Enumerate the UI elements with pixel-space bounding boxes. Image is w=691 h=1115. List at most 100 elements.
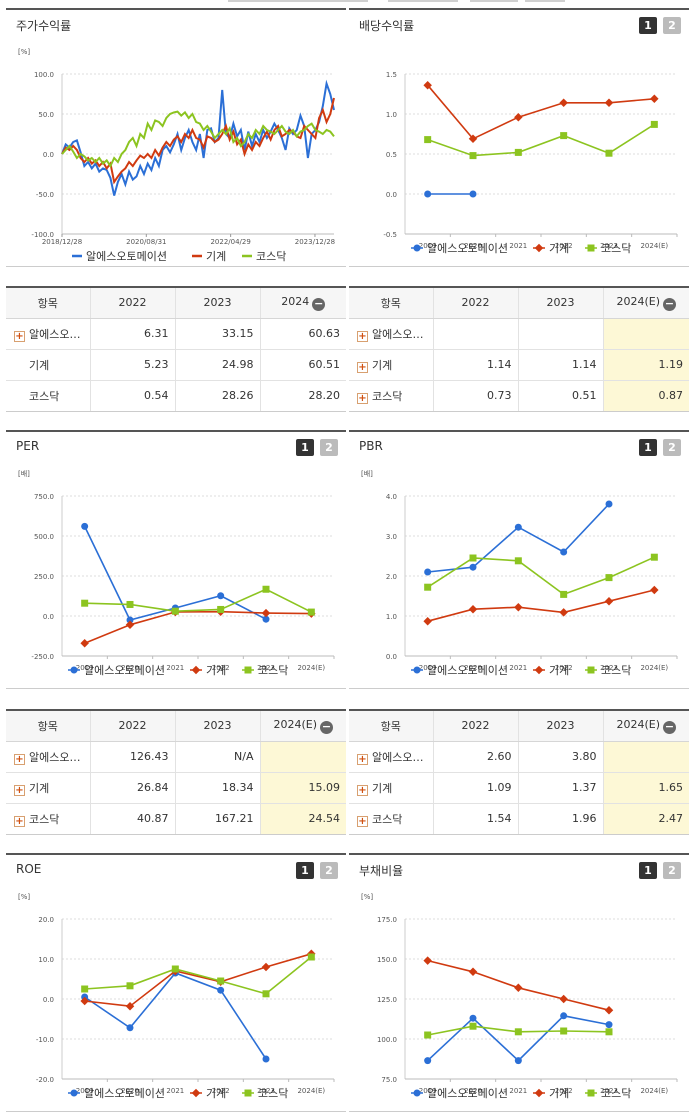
data-point bbox=[126, 982, 134, 990]
expand-icon[interactable]: + bbox=[14, 753, 25, 765]
table-cell: 0.73 bbox=[432, 380, 518, 411]
data-point bbox=[125, 620, 135, 630]
top-tab[interactable] bbox=[470, 0, 518, 2]
x-tick-label: 2019 bbox=[419, 664, 437, 672]
data-point bbox=[560, 132, 568, 140]
expand-icon[interactable]: + bbox=[357, 392, 368, 404]
data-point bbox=[469, 152, 477, 160]
top-tab[interactable] bbox=[228, 0, 368, 2]
x-tick-label: 2023 bbox=[257, 1087, 275, 1095]
collapse-icon[interactable]: − bbox=[663, 296, 677, 311]
table-header: 2023 bbox=[517, 288, 603, 319]
stock-return-panel: 주가수익률 [%] 100.0 50.0 0.0 -50.0 -100.0 2018/12/… bbox=[6, 8, 346, 267]
table-cell: 1.37 bbox=[517, 772, 603, 804]
row-label: 기계 bbox=[372, 358, 393, 372]
page-1-button[interactable]: 1 bbox=[296, 862, 314, 879]
data-point bbox=[514, 112, 523, 122]
y-tick-label: 1.5 bbox=[386, 71, 397, 79]
row-label: 알에스오… bbox=[372, 327, 424, 341]
y-tick-label: 20.0 bbox=[38, 916, 54, 924]
x-tick-label: 2020 bbox=[121, 1087, 139, 1095]
table-cell: 60.51 bbox=[259, 349, 346, 381]
data-point bbox=[514, 557, 522, 565]
expand-icon[interactable]: + bbox=[357, 330, 368, 342]
collapse-icon[interactable]: − bbox=[312, 296, 326, 311]
data-point bbox=[514, 602, 523, 612]
row-label: 알에스오… bbox=[29, 327, 81, 341]
table-header: 2022 bbox=[432, 288, 518, 319]
expand-icon[interactable]: + bbox=[14, 784, 25, 796]
data-point bbox=[650, 585, 659, 595]
table-row: + 알에스오… 126.43 N/A bbox=[6, 741, 346, 773]
table-row: + 코스닥 0.73 0.51 0.87 bbox=[349, 380, 689, 411]
data-point bbox=[560, 548, 568, 556]
page-2-button[interactable]: 2 bbox=[320, 862, 338, 879]
table-cell: 167.21 bbox=[174, 803, 260, 834]
table-header: 2023 bbox=[174, 711, 260, 742]
expand-icon[interactable]: + bbox=[357, 815, 368, 827]
data-point bbox=[605, 1028, 613, 1036]
legend-label: 기계 bbox=[549, 1087, 569, 1100]
data-point bbox=[514, 1057, 522, 1065]
data-point bbox=[81, 985, 89, 993]
table-row: 코스닥 0.54 28.26 28.20 bbox=[6, 380, 346, 411]
dividend-table-panel: 항목 2022 2023 2024(E) − + 알에스오… + 기계 1.14 1.14 1.19 +… bbox=[349, 286, 689, 412]
pbr-chart: [배] 4.0 3.0 2.0 1.0 0.0 2019 2020 2021 2022 2023 20… bbox=[361, 469, 678, 677]
legend-label: 알에스오토메이션 bbox=[427, 663, 508, 677]
page-2-button[interactable]: 2 bbox=[663, 17, 681, 34]
legend-label: 코스닥 bbox=[258, 664, 288, 677]
data-point bbox=[217, 605, 225, 613]
x-tick-label: 2024(E) bbox=[640, 664, 668, 672]
legend-marker bbox=[534, 665, 544, 675]
page-1-button[interactable]: 1 bbox=[639, 439, 657, 456]
table-cell: 6.31 bbox=[89, 318, 175, 350]
data-point bbox=[424, 190, 432, 198]
page-1-button[interactable]: 1 bbox=[639, 17, 657, 34]
collapse-icon[interactable]: − bbox=[663, 719, 677, 734]
x-tick-label: 2023 bbox=[600, 242, 618, 250]
row-label: 기계 bbox=[372, 781, 393, 795]
data-point bbox=[262, 585, 270, 593]
row-label: 코스닥 bbox=[372, 812, 403, 826]
roe-chart: [%] 20.0 10.0 0.0 -10.0 -20.0 2019 2020 2021 2022… bbox=[18, 893, 335, 1100]
x-tick-label: 2024(E) bbox=[297, 664, 325, 672]
panel-title: 배당수익률 bbox=[359, 19, 415, 33]
y-tick-label: 750.0 bbox=[34, 493, 54, 501]
data-point bbox=[424, 136, 432, 144]
expand-icon[interactable]: + bbox=[357, 784, 368, 796]
table-cell bbox=[517, 318, 603, 350]
y-tick-label: -0.5 bbox=[383, 231, 397, 239]
table-cell: 2.60 bbox=[432, 741, 518, 773]
x-tick-label: 2020 bbox=[464, 664, 482, 672]
data-point bbox=[514, 148, 522, 156]
data-point bbox=[650, 120, 658, 128]
expand-icon[interactable]: + bbox=[14, 330, 25, 342]
table-row: + 코스닥 1.54 1.96 2.47 bbox=[349, 803, 689, 834]
data-point bbox=[261, 962, 271, 972]
expand-icon[interactable]: + bbox=[357, 361, 368, 373]
data-point bbox=[559, 98, 568, 108]
expand-icon[interactable]: + bbox=[14, 815, 25, 827]
page-1-button[interactable]: 1 bbox=[639, 862, 657, 879]
unit-label: [%] bbox=[18, 893, 30, 901]
data-point bbox=[605, 500, 613, 508]
top-tab[interactable] bbox=[388, 0, 458, 2]
x-tick-label: 2022 bbox=[212, 664, 230, 672]
page-2-button[interactable]: 2 bbox=[663, 862, 681, 879]
page-2-button[interactable]: 2 bbox=[663, 439, 681, 456]
collapse-icon[interactable]: − bbox=[320, 719, 334, 734]
row-label: 코스닥 bbox=[372, 389, 403, 403]
series-line bbox=[61, 97, 335, 185]
panel-title: ROE bbox=[16, 862, 42, 876]
table-cell: 40.87 bbox=[89, 803, 175, 834]
data-point bbox=[469, 1014, 477, 1022]
table-cell: 3.80 bbox=[517, 741, 603, 773]
table-cell: 33.15 bbox=[174, 318, 260, 350]
page-2-button[interactable]: 2 bbox=[320, 439, 338, 456]
pbr-table-panel: 항목 2022 2023 2024(E) − + 알에스오… 2.60 3.80 + 기계 1.09 1… bbox=[349, 709, 689, 835]
series-line bbox=[427, 123, 655, 157]
top-tab[interactable] bbox=[525, 0, 565, 2]
table-cell bbox=[432, 318, 518, 350]
expand-icon[interactable]: + bbox=[357, 753, 368, 765]
page-1-button[interactable]: 1 bbox=[296, 439, 314, 456]
